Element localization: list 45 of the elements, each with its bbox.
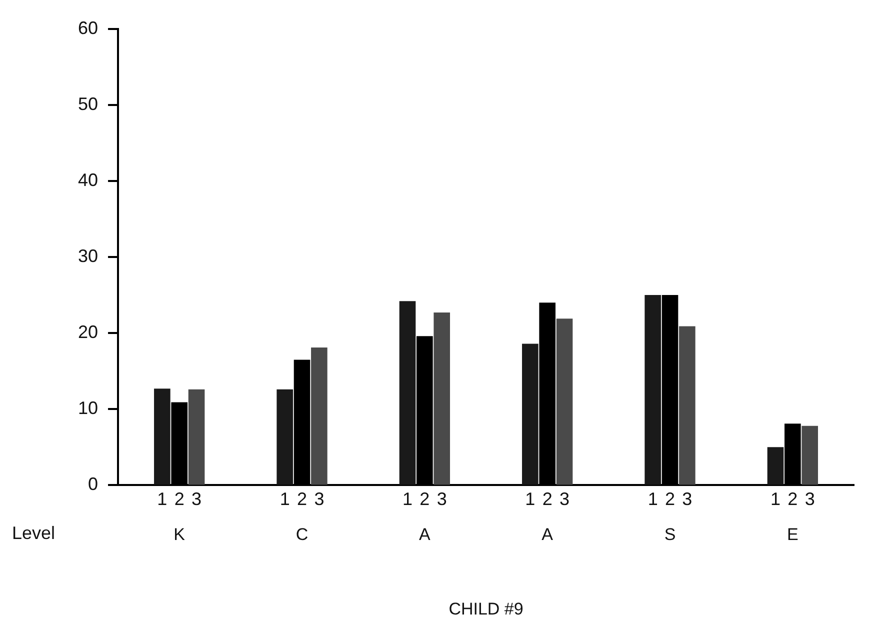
x-tick-label: C [296,525,308,544]
bar [399,301,416,485]
bar [154,388,170,485]
text: 3 [804,489,815,510]
text: 3 [314,489,324,510]
text: 3 [682,489,692,510]
series-label: 1 [157,489,168,510]
bar [311,348,328,485]
x-axis-title: CHILD #9 [448,599,524,618]
text: 1 [280,489,290,510]
text: 3 [436,489,447,510]
text: 2 [542,489,552,510]
bar [644,295,661,485]
y-tick-label: 40 [78,170,98,190]
y-tick-label: 30 [78,246,98,266]
text: 1 [648,489,658,510]
bar [802,426,818,485]
bar [434,312,450,485]
bar [679,326,696,485]
bar [276,389,293,485]
y-tick-label: 10 [78,398,98,418]
text: 2 [420,489,430,510]
y-tick-label: 50 [78,94,98,114]
text: 2 [297,489,308,510]
x-tick-label: E [786,525,798,544]
text: 2 [788,489,798,510]
text: 1 [402,489,413,510]
bar [188,389,205,485]
text: 3 [560,489,570,510]
x-tick-label: S [664,525,676,544]
series-label: 2 [174,489,184,510]
series-label: 3 [192,489,202,510]
y-tick-label: 20 [78,322,98,342]
text: 1 [770,489,781,510]
x-tick-label: A [419,525,432,544]
bar [556,318,573,485]
x-tick-label: A [542,525,554,544]
text: 1 [525,489,536,510]
x-tick-label: K [174,525,186,544]
y-tick-label: 0 [88,474,98,494]
y-tick-label: 60 [78,18,98,38]
bar [522,344,538,485]
text: Level [12,523,56,544]
text: 2 [665,489,676,510]
bar [767,447,784,485]
